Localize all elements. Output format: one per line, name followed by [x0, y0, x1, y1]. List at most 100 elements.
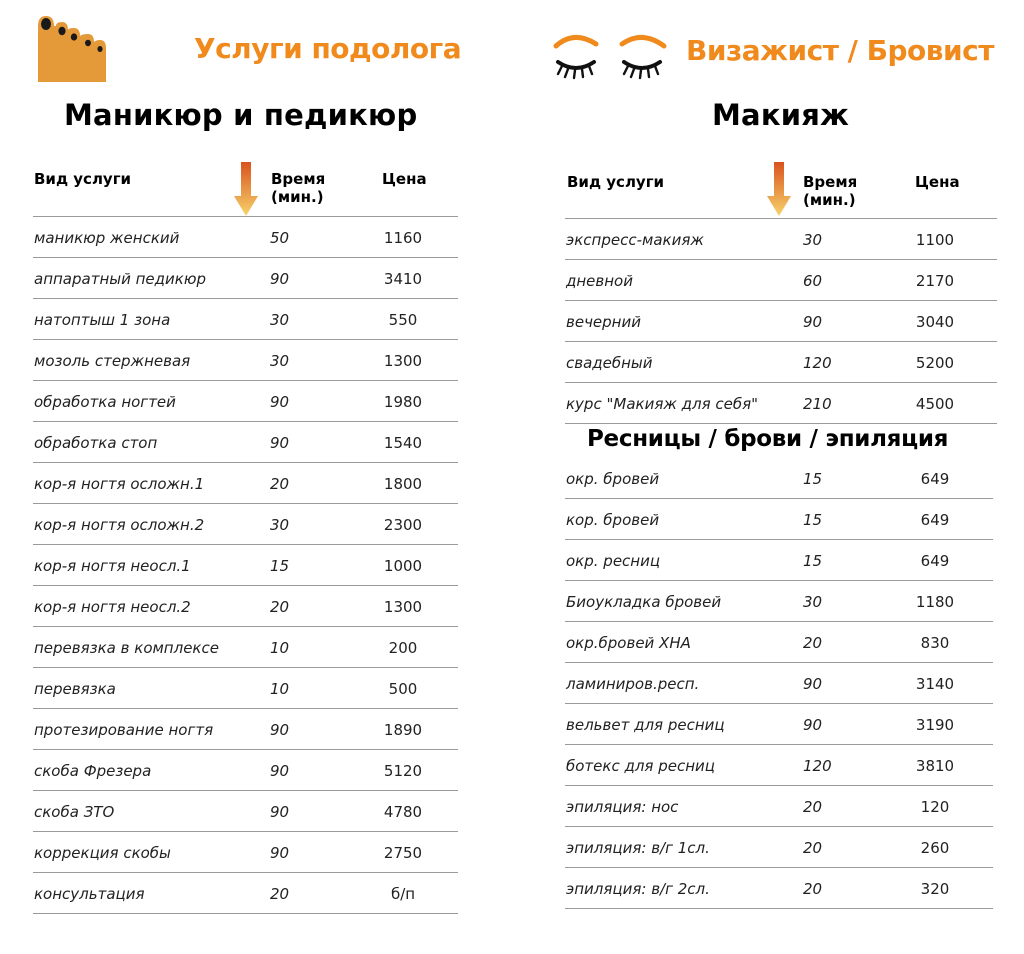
price-cell: 5120	[383, 762, 423, 780]
table-row: Биоукладка бровей 30 1180	[565, 581, 993, 622]
table-row: курс "Макияж для себя" 210 4500	[565, 383, 997, 424]
service-cell: консультация	[34, 885, 145, 903]
header-service: Вид услуги	[34, 170, 132, 188]
time-cell: 90	[270, 270, 290, 288]
price-cell: 5200	[915, 354, 955, 372]
arrow-down-icon	[767, 162, 791, 216]
service-cell: обработка ногтей	[34, 393, 176, 411]
service-cell: скоба ЗТО	[34, 803, 115, 821]
service-cell: Биоукладка бровей	[566, 593, 722, 611]
service-cell: скоба Фрезера	[34, 762, 152, 780]
service-cell: кор-я ногтя осложн.1	[34, 475, 205, 493]
service-cell: эпиляция: в/г 1сл.	[566, 839, 710, 857]
time-cell: 30	[270, 311, 290, 329]
price-cell: 260	[920, 839, 950, 857]
table-row: свадебный 120 5200	[565, 342, 997, 383]
service-cell: дневной	[566, 272, 633, 290]
time-cell: 20	[270, 475, 290, 493]
table-row: перевязка в комплексе 10 200	[33, 627, 458, 668]
foot-icon	[36, 12, 116, 84]
table-row: ламиниров.респ. 90 3140	[565, 663, 993, 704]
price-cell: 2300	[383, 516, 423, 534]
price-cell: 1300	[383, 598, 423, 616]
time-cell: 50	[270, 229, 290, 247]
service-cell: эпиляция: в/г 2сл.	[566, 880, 710, 898]
price-cell: 649	[920, 511, 950, 529]
price-cell: 2170	[915, 272, 955, 290]
price-cell: 4500	[915, 395, 955, 413]
table-row: эпиляция: в/г 2сл. 20 320	[565, 868, 993, 909]
price-cell: 3190	[915, 716, 955, 734]
time-cell: 30	[803, 231, 823, 249]
price-cell: б/п	[390, 885, 416, 903]
service-cell: натоптыш 1 зона	[34, 311, 171, 329]
service-cell: курс "Макияж для себя"	[566, 395, 759, 413]
time-cell: 90	[270, 393, 290, 411]
price-cell: 3410	[383, 270, 423, 288]
time-cell: 90	[270, 762, 290, 780]
price-cell: 500	[388, 680, 418, 698]
time-cell: 90	[803, 313, 823, 331]
header-time: Время (мин.)	[271, 170, 325, 206]
service-cell: вельвет для ресниц	[566, 716, 725, 734]
price-cell: 649	[920, 552, 950, 570]
table-row: скоба ЗТО 90 4780	[33, 791, 458, 832]
service-cell: кор. бровей	[566, 511, 660, 529]
price-cell: 320	[920, 880, 950, 898]
header-time: Время (мин.)	[803, 173, 857, 209]
time-cell: 20	[270, 885, 290, 903]
price-cell: 550	[388, 311, 418, 329]
time-cell: 90	[270, 721, 290, 739]
time-cell: 10	[270, 639, 290, 657]
time-cell: 120	[803, 757, 832, 775]
table-row: мозоль стержневая 30 1300	[33, 340, 458, 381]
section-title-manicure: Маникюр и педикюр	[64, 98, 418, 132]
service-cell: ламиниров.респ.	[566, 675, 700, 693]
table-row: вельвет для ресниц 90 3190	[565, 704, 993, 745]
brand-podiatry: Услуги подолога	[194, 32, 462, 65]
table-row: скоба Фрезера 90 5120	[33, 750, 458, 791]
time-cell: 20	[803, 634, 823, 652]
price-cell: 3040	[915, 313, 955, 331]
table-row: эпиляция: в/г 1сл. 20 260	[565, 827, 993, 868]
header-time-line1: Время	[803, 173, 858, 191]
service-cell: коррекция скобы	[34, 844, 171, 862]
header-price: Цена	[915, 173, 960, 191]
service-cell: окр.бровей ХНА	[566, 634, 691, 652]
table-row: обработка стоп 90 1540	[33, 422, 458, 463]
time-cell: 20	[803, 798, 823, 816]
table-row: обработка ногтей 90 1980	[33, 381, 458, 422]
arrow-down-icon	[234, 162, 258, 216]
price-cell: 830	[920, 634, 950, 652]
service-cell: перевязка	[34, 680, 116, 698]
service-cell: обработка стоп	[34, 434, 158, 452]
header-time-line2: (мин.)	[803, 191, 856, 209]
table-row: консультация 20 б/п	[33, 873, 458, 914]
price-cell: 1000	[383, 557, 423, 575]
time-cell: 90	[270, 434, 290, 452]
service-cell: мозоль стержневая	[34, 352, 191, 370]
service-cell: окр. ресниц	[566, 552, 661, 570]
closed-eyes-icon	[553, 35, 667, 80]
table-row: кор-я ногтя осложн.1 20 1800	[33, 463, 458, 504]
price-cell: 1800	[383, 475, 423, 493]
price-cell: 1890	[383, 721, 423, 739]
time-cell: 90	[803, 716, 823, 734]
service-cell: экспресс-макияж	[566, 231, 704, 249]
time-cell: 15	[803, 552, 823, 570]
table-row: дневной 60 2170	[565, 260, 997, 301]
table-row: протезирование ногтя 90 1890	[33, 709, 458, 750]
price-cell: 200	[388, 639, 418, 657]
service-cell: ботекс для ресниц	[566, 757, 715, 775]
table-row: натоптыш 1 зона 30 550	[33, 299, 458, 340]
time-cell: 90	[270, 803, 290, 821]
time-cell: 90	[803, 675, 823, 693]
price-cell: 1180	[915, 593, 955, 611]
service-cell: кор-я ногтя неосл.1	[34, 557, 191, 575]
time-cell: 30	[270, 516, 290, 534]
price-cell: 3810	[915, 757, 955, 775]
service-cell: перевязка в комплексе	[34, 639, 219, 657]
price-cell: 3140	[915, 675, 955, 693]
time-cell: 15	[803, 511, 823, 529]
time-cell: 30	[270, 352, 290, 370]
